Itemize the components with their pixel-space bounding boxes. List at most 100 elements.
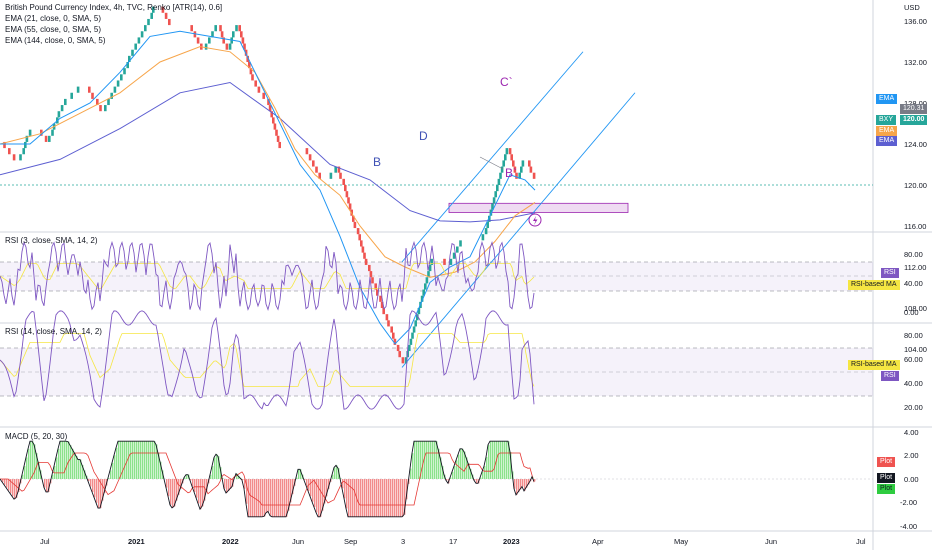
macd-hist-bar: [170, 479, 172, 505]
macd-hist-bar: [488, 444, 490, 479]
renko-brick: [417, 308, 421, 315]
macd-hist-bar: [420, 441, 422, 479]
y-tick: 124.00: [904, 140, 927, 149]
macd-hist-bar: [18, 479, 20, 492]
x-tick: 2021: [128, 537, 145, 546]
macd-hist-bar: [362, 479, 364, 517]
renko-brick: [368, 264, 371, 272]
renko-brick: [238, 25, 241, 32]
macd-hist-bar: [514, 479, 516, 489]
macd-hist-bar: [354, 479, 356, 517]
x-tick: 2022: [222, 537, 239, 546]
ema-144-legend[interactable]: EMA (144, close, 0, SMA, 5): [5, 36, 106, 45]
macd-hist-bar: [246, 479, 248, 504]
macd-hist-bar: [94, 479, 96, 498]
macd-hist-bar: [186, 474, 188, 479]
macd-hist-bar: [206, 479, 208, 492]
renko-brick: [246, 55, 249, 62]
macd-hist-bar: [498, 441, 500, 479]
renko-brick: [244, 49, 248, 56]
macd-hist-bar: [364, 479, 366, 517]
renko-brick: [88, 86, 91, 93]
renko-brick: [220, 31, 224, 38]
macd-hist-bar: [46, 479, 48, 492]
macd-hist-bar: [26, 457, 28, 479]
macd-hist-bar: [318, 479, 320, 517]
renko-brick: [278, 141, 281, 149]
renko-brick: [144, 25, 147, 32]
time-axis[interactable]: Jul 2021 2022 Jun Sep 3 17 2023 Apr May …: [40, 537, 866, 546]
macd-hist-bar: [524, 479, 526, 491]
macd-hist-bar: [386, 479, 388, 517]
renko-brick: [392, 332, 395, 339]
macd-hist-bar: [28, 448, 30, 479]
macd-hist-bar: [154, 441, 156, 479]
lightning-icon[interactable]: [528, 213, 542, 227]
y-tick: 108.00: [904, 304, 927, 313]
renko-brick: [416, 314, 419, 321]
renko-brick: [57, 111, 61, 118]
renko-brick: [521, 160, 525, 167]
macd-hist-bar: [284, 479, 286, 517]
x-tick: Apr: [592, 537, 604, 546]
renko-brick: [168, 18, 171, 26]
price-axis[interactable]: 136.00 132.00 128.00 124.00 120.00 116.00 112.…: [904, 17, 927, 354]
rsi3-title[interactable]: RSI (3, close, SMA, 14, 2): [5, 236, 98, 245]
chart-title[interactable]: British Pound Currency Index, 4h, TVC, R…: [5, 3, 223, 12]
renko-brick: [48, 135, 51, 142]
renko-brick: [312, 160, 315, 167]
macd-hist-bar: [264, 479, 266, 517]
macd-hist-bar: [506, 441, 508, 479]
ema-21-line: [0, 30, 536, 345]
renko-brick: [408, 344, 411, 352]
macd-hist-bar: [528, 479, 530, 485]
renko-brick: [481, 234, 485, 241]
resistance-zone[interactable]: [448, 202, 629, 213]
macd-hist-bar: [134, 441, 136, 479]
macd-hist-bar: [148, 441, 150, 479]
macd-hist-bar: [178, 479, 180, 495]
currency-label: USD: [904, 3, 920, 12]
macd-hist-bar: [434, 441, 436, 479]
trend-channel[interactable]: [401, 51, 636, 368]
macd-hist-bar: [256, 479, 258, 517]
macd-hist-bar: [68, 441, 70, 479]
macd-hist-bar: [466, 457, 468, 479]
macd-hist-bar: [480, 477, 482, 479]
renko-brick: [518, 172, 521, 179]
renko-brick: [374, 283, 377, 290]
macd-hist-bar: [92, 479, 94, 492]
macd-hist-bar: [194, 479, 196, 492]
renko-brick: [76, 86, 80, 93]
macd-hist-bar: [238, 475, 240, 479]
rsi3-badge: RSI: [881, 268, 899, 278]
zone-rect: [448, 202, 629, 213]
renko-brick: [254, 80, 257, 87]
rsi14-title[interactable]: RSI (14, close, SMA, 14, 2): [5, 327, 102, 336]
renko-brick: [305, 148, 309, 155]
renko-brick: [358, 234, 361, 241]
macd-hist-bar: [24, 466, 26, 479]
macd-hist-bar: [432, 441, 434, 479]
macd-hist-bar: [226, 479, 228, 494]
macd-title[interactable]: MACD (5, 20, 30): [5, 432, 68, 441]
macd-hist-bar: [84, 470, 86, 479]
renko-brick: [401, 357, 405, 364]
renko-brick: [422, 289, 425, 296]
rsi14-ma-line: [0, 333, 535, 387]
macd-hist-bar: [366, 479, 368, 517]
macd-hist-bar: [380, 479, 382, 517]
macd-hist-bar: [390, 479, 392, 517]
macd-line: [0, 440, 535, 518]
macd-hist-bar: [12, 479, 14, 497]
renko-brick: [318, 172, 321, 179]
ema-55-legend[interactable]: EMA (55, close, 0, SMA, 5): [5, 25, 102, 34]
macd-hist-bar: [452, 471, 454, 479]
renko-brick: [339, 172, 342, 179]
renko-brick: [356, 228, 360, 235]
renko-brick: [211, 31, 214, 38]
macd-hist-bar: [374, 479, 376, 517]
ema-21-legend[interactable]: EMA (21, close, 0, SMA, 5): [5, 14, 102, 23]
macd-hist-bar: [484, 466, 486, 479]
